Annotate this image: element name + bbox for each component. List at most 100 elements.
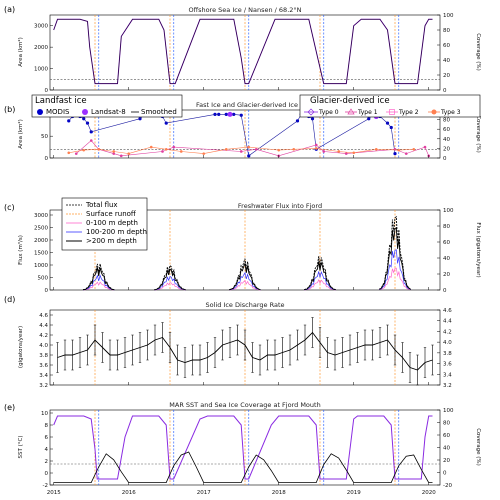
total-flux-line	[379, 215, 411, 290]
ytick-left-label: 6	[45, 435, 49, 441]
coverage-line	[53, 415, 433, 480]
legend-total-flux-label: Total flux	[85, 201, 118, 209]
panel-a-title: Offshore Sea Ice / Nansen / 68.2°N	[188, 6, 301, 14]
ytick-left-label: 4.2	[39, 333, 48, 339]
legend-100-200-label: 100-200 m depth	[86, 228, 147, 236]
ytick-right-label: 20	[443, 73, 450, 79]
panel-a-yticks-left: 0 1000 2000 3000	[34, 24, 53, 94]
panel-b-label: (b)	[4, 105, 15, 114]
ytick-left-label: 0	[45, 471, 49, 477]
panel-d-yticks-right: 3.2 3.4 3.6 3.8 4.0 4.2 4.4 4.6	[437, 308, 452, 389]
sea-ice-area-line	[53, 18, 433, 85]
ytick-right-label: 80	[443, 224, 450, 230]
panel-e-label: (e)	[4, 403, 15, 412]
panel-e: (e) MAR SST and Sea Ice Coverage at Fjor…	[4, 401, 481, 496]
glacier-ice-point	[314, 147, 318, 150]
ytick-right-label: 0	[443, 471, 447, 477]
legend-modis-marker	[37, 109, 43, 115]
xtick-label: 2019	[347, 490, 361, 496]
ytick-right-label: 60	[443, 240, 450, 246]
xtick-label: 2016	[122, 490, 136, 496]
ytick-left-label: 4.0	[39, 343, 48, 349]
glacier-ice-point	[337, 150, 341, 153]
fast-ice-smoothed-line	[68, 114, 396, 157]
ytick-left-label: 2000	[34, 45, 48, 51]
ytick-left-label: 0	[45, 288, 49, 294]
ytick-right-label: 20	[443, 146, 450, 152]
ytick-left-label: 3000	[34, 213, 48, 219]
sea-ice-area-smoothed-line	[53, 19, 433, 84]
glacier-ice-point	[119, 154, 123, 158]
panel-b-ylabel-left: Area (km²)	[17, 119, 24, 148]
ytick-right-label: 80	[443, 421, 450, 427]
panel-c-yticks-left: 0 500 1000 1500 2000 2500 3000	[34, 213, 53, 294]
glacier-ice-point	[292, 147, 296, 151]
glacier-ice-point	[97, 147, 101, 151]
fast-ice-point	[393, 152, 397, 156]
legend-surface-runoff-label: Surface runoff	[86, 210, 136, 218]
panel-c-yticks-right: 0 20 40 60 80 100	[437, 208, 454, 294]
panel-d-title: Solid Ice Discharge Rate	[206, 301, 285, 309]
ytick-left-label: 4.6	[39, 313, 48, 319]
ytick-right-label: 0	[443, 88, 447, 94]
panel-d-vlines	[94, 310, 396, 385]
panel-c-label: (c)	[4, 203, 15, 212]
ytick-right-label: 4.6	[443, 308, 452, 314]
panel-e-vlines	[94, 410, 400, 485]
discharge-line	[57, 331, 433, 371]
glacier-ice-point	[344, 152, 348, 155]
ytick-left-label: 0	[45, 88, 49, 94]
glacier-ice-point	[202, 152, 206, 155]
flux-100-200-line	[154, 275, 186, 291]
ytick-right-label: 20	[443, 458, 450, 464]
panel-d-series	[53, 317, 434, 386]
glacier-ice-point	[239, 150, 243, 153]
flux-0-100-line	[229, 279, 261, 291]
ytick-right-label: 0	[443, 288, 447, 294]
flux-100-200-line	[304, 271, 336, 291]
ytick-right-label: 3.8	[443, 351, 452, 357]
ytick-right-label: 80	[443, 118, 450, 124]
legend-flux: Total flux Surface runoff 0-100 m depth …	[61, 197, 148, 251]
glacier-ice-point	[67, 151, 71, 155]
legend-type1-marker	[347, 108, 355, 115]
legend-200-label: >200 m depth	[86, 237, 137, 245]
legend-type2-label: Type 2	[398, 109, 419, 116]
legend-landfast-box	[31, 94, 183, 118]
ytick-left-label: 1000	[34, 67, 48, 73]
x-axis-year-ticks: 2015 2016 2017 2018 2019 2020	[47, 482, 436, 496]
flux-0-100-line	[304, 279, 336, 291]
glacier-ice-point	[112, 150, 116, 153]
xtick-label: 2018	[272, 490, 286, 496]
glacier-ice-point	[161, 150, 164, 153]
panel-e-series	[50, 415, 440, 484]
glacier-ice-point	[277, 148, 281, 152]
ytick-right-label: 60	[443, 433, 450, 439]
ytick-left-label: 2000	[34, 238, 48, 244]
ytick-right-label: 40	[443, 256, 450, 262]
panel-a-yticks-right: 0 20 40 60 80 100	[437, 13, 454, 94]
total-flux-line	[304, 256, 336, 291]
glacier-ice-point	[397, 148, 401, 152]
legend-0-100-label: 0-100 m depth	[86, 219, 138, 227]
ytick-right-label: 4.2	[443, 329, 452, 335]
ytick-right-label: 3.2	[443, 383, 452, 389]
panel-a-series	[50, 18, 440, 90]
panel-b-title: Fast Ice and Glacier-derived Ice	[196, 101, 298, 109]
glacier-ice-point	[127, 152, 131, 155]
flux-100-200-line	[229, 271, 261, 291]
ytick-right-label: 100	[443, 208, 454, 214]
glacier-ice-point	[423, 145, 427, 149]
glacier-ice-point	[82, 148, 86, 152]
ytick-left-label: 1500	[34, 251, 48, 257]
sst-line	[53, 451, 433, 484]
ytick-left-label: 4.4	[39, 323, 48, 329]
glacier-ice-point	[74, 152, 78, 155]
flux-100-200-line	[379, 249, 411, 291]
ytick-right-label: 4.4	[443, 319, 452, 325]
legend-glacier-title: Glacier-derived ice	[310, 96, 390, 106]
glacier-ice-point	[412, 147, 416, 151]
panel-c-series	[53, 215, 429, 291]
panel-b-ylabel-right: Coverage (%)	[475, 115, 481, 153]
